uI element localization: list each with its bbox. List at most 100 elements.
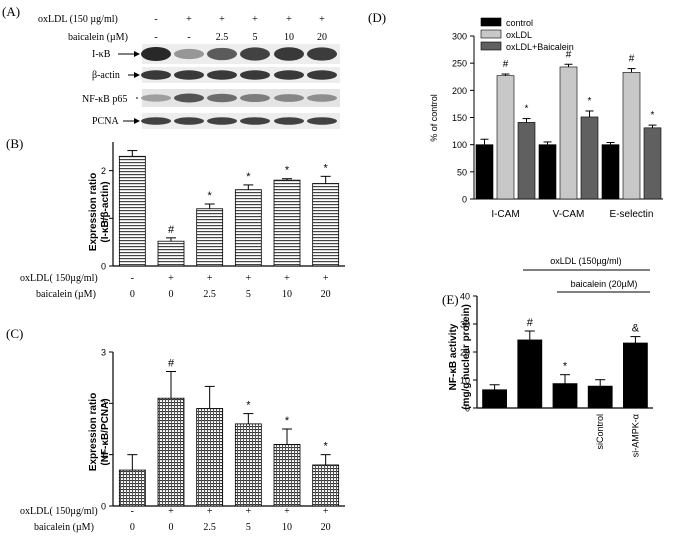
chart-d-bar-1-2 [622,72,641,200]
blot-value-r1-2: 2.5 [216,32,229,43]
chart-e-bar-4 [623,342,648,409]
chart-e: NF-κB activity (mg/g nuclear protein) ox… [448,256,653,457]
chart-b-bar-2 [196,208,224,267]
chart-d-ytick-label-6: 300 [452,32,467,42]
chart-c-mark-3: * [246,400,251,412]
chart-c-bar-5 [312,464,340,507]
band-3-lane-5 [307,117,337,125]
chart-b-row1-5: + [323,273,329,284]
band-1-lane-4 [274,70,304,80]
legend-label-control: control [506,18,533,28]
chart-c-ylabel: Expression ratio [88,393,99,471]
chart-d-bar-0-0 [475,144,494,200]
chart-e-bar-1 [517,339,543,409]
chart-b-ytick-label-0: 0 [101,262,106,272]
chart-b-row2-1: 0 [169,289,174,300]
chart-c-bar-4 [273,443,301,507]
chart-b-row2-0: 0 [130,289,135,300]
blot-value-r1-0: - [154,32,157,43]
chart-d-category-0: I-CAM [491,209,519,220]
chart-d-bar-2-1 [580,116,599,200]
chart-c-row1-2: + [207,506,213,517]
chart-b-row2-4: 10 [282,289,292,300]
chart-c-mark-4: * [285,415,290,427]
chart-d-ytick-label-2: 100 [452,140,467,150]
band-2-lane-5 [307,94,337,102]
chart-c-row2-3: 5 [246,522,251,533]
chart-d-bar-1-0 [496,75,515,200]
chart-d-category-1: V-CAM [553,209,585,220]
blot-value-r1-1: - [187,32,190,43]
arrow-head-pcna [134,118,140,124]
band-2-lane-2 [207,93,237,103]
chart-b-mark-1: # [168,224,175,236]
chart-d-mark-1-1: # [566,49,572,60]
chart-c-row1-0: - [131,506,134,517]
chart-b-row2-5: 20 [321,289,331,300]
chart-e-ytick-label-2: 20 [460,348,470,358]
blot-value-r0-3: + [252,14,258,25]
chart-b-row2-label: baicalein (µM) [36,289,96,300]
chart-c-ytick-label-3: 3 [101,348,106,358]
chart-e-xlabel-3: siControl [595,414,605,450]
band-0-lane-0 [141,47,171,61]
chart-d-ytick-label-4: 200 [452,86,467,96]
chart-c-ylabel-2: (NF-κB/PCNA) [100,398,111,465]
chart-b-ytick-label-2: 2 [101,166,106,176]
legend-swatch-oxldl-baicalein [480,41,502,51]
western-blot-panel: oxLDL (150 µg/ml) baicalein (µM) I-κB β-… [38,14,340,129]
blot-value-r1-4: 10 [284,32,294,43]
panel-label-b: (B) [6,136,23,151]
legend-label-oxldl-baicalein: oxLDL+Baicalein [506,42,574,52]
band-2-lane-1 [174,93,204,103]
chart-d: % of control control oxLDL oxLDL+Baicale… [429,17,663,220]
chart-d-bar-2-0 [517,122,536,200]
chart-e-bar-3 [587,385,613,409]
band-2-lane-4 [274,94,304,102]
chart-b-bar-1 [157,240,185,267]
chart-d-mark-2-0: * [525,104,529,115]
blot-value-r0-1: + [186,14,192,25]
chart-d-bar-0-1 [538,144,557,200]
band-3-lane-4 [274,117,304,125]
band-label-pcna: PCNA [92,116,119,127]
chart-b-bar-3 [234,189,262,267]
arrow-heads [134,51,140,124]
panel-label-e: (E) [442,292,459,307]
band-0-lane-1 [174,48,204,60]
chart-e-ytick-label-0: 0 [465,404,470,414]
panel-label-c: (C) [6,326,23,341]
bracket-oxldl-label: oxLDL (150µg/ml) [550,256,621,266]
band-3-lane-1 [174,117,204,125]
blot-bands [141,47,337,125]
chart-d-mark-2-2: * [651,110,655,121]
blot-value-r0-4: + [286,14,292,25]
chart-e-mark-2: * [563,361,568,373]
bracket-baicalein-label: baicalein (20µM) [571,279,638,289]
panel-label-d: (D) [368,10,386,25]
chart-e-bar-2 [552,383,578,409]
chart-d-bar-2-2 [643,127,662,200]
chart-b-bar-0 [118,155,146,267]
chart-c-row1-4: + [284,506,290,517]
chart-c-row2-1: 0 [169,522,174,533]
chart-e-ytick-label-3: 30 [460,320,470,330]
blot-lane-values: - + + + + + - - 2.5 5 10 20 [154,14,327,43]
chart-e-bar-0 [482,389,508,409]
band-0-lane-2 [207,47,237,61]
band-2-lane-3 [240,94,270,102]
chart-c-bar-1 [157,397,185,507]
chart-b-ylabel: Expression ratio [88,173,99,251]
chart-b-ylabel-2: (I-κB/β-actin) [100,181,111,242]
chart-d-mark-1-2: # [629,54,635,65]
chart-d-legend: control oxLDL oxLDL+Baicalein [480,17,574,52]
chart-c: Expression ratio (NF-κB/PCNA) oxLDL( 150… [20,348,345,533]
chart-c-row1-5: + [323,506,329,517]
band-label-ikb: I-κB [92,49,111,60]
band-3-lane-3 [240,117,270,125]
chart-b-mark-3: * [246,171,251,183]
chart-c-row1-label: oxLDL( 150µg/ml) [20,506,98,517]
chart-d-ytick-label-3: 150 [452,113,467,123]
chart-b-row1-label: oxLDL( 150µg/ml) [20,273,98,284]
